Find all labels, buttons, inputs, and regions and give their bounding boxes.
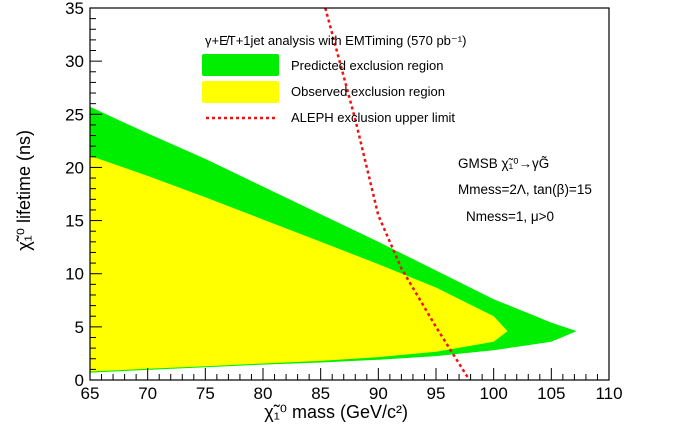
legend: γ+E̸T+1jet analysis with EMTiming (570 p… bbox=[202, 33, 466, 125]
aleph-limit-line bbox=[324, 7, 471, 381]
legend-title: γ+E̸T+1jet analysis with EMTiming (570 p… bbox=[205, 33, 466, 48]
x-tick-label: 85 bbox=[311, 384, 330, 403]
legend-swatch-predicted bbox=[202, 54, 279, 76]
plot-frame bbox=[89, 7, 610, 381]
legend-label-aleph: ALEPH exclusion upper limit bbox=[291, 110, 455, 125]
limit-lines bbox=[324, 7, 471, 381]
x-axis-ticks: 65 70 75 80 85 90 95 100 105 110 bbox=[81, 368, 623, 403]
legend-label-observed: Observed exclusion region bbox=[291, 84, 445, 99]
y-tick-label: 15 bbox=[65, 212, 84, 231]
x-tick-label: 70 bbox=[138, 384, 157, 403]
y-axis-ticks: 0 5 10 15 20 25 30 35 bbox=[65, 0, 102, 390]
annotation-line-1: GMSB χ̃₁⁰→γG̃ bbox=[458, 156, 549, 171]
x-tick-label: 110 bbox=[595, 384, 622, 403]
area-observed bbox=[90, 155, 508, 372]
x-tick-label: 75 bbox=[196, 384, 215, 403]
x-tick-label: 105 bbox=[537, 384, 565, 403]
y-tick-label: 20 bbox=[65, 158, 84, 177]
x-axis-title: χ̃₁⁰ mass (GeV/c²) bbox=[264, 402, 408, 422]
y-axis-title: χ̃₁⁰ lifetime (ns) bbox=[14, 130, 34, 251]
model-annotation: GMSB χ̃₁⁰→γG̃ Mmess=2Λ, tan(β)=15 Nmess=… bbox=[458, 156, 592, 224]
y-tick-label: 0 bbox=[75, 371, 84, 390]
x-tick-label: 90 bbox=[369, 384, 388, 403]
x-tick-label: 95 bbox=[427, 384, 446, 403]
legend-swatch-observed bbox=[202, 81, 279, 103]
y-tick-label: 35 bbox=[65, 0, 84, 18]
y-tick-label: 10 bbox=[65, 265, 84, 284]
annotation-line-3: Nmess=1, μ>0 bbox=[466, 209, 554, 224]
annotation-line-2: Mmess=2Λ, tan(β)=15 bbox=[458, 182, 592, 197]
y-tick-label: 25 bbox=[65, 105, 84, 124]
exclusion-areas bbox=[90, 106, 577, 373]
x-tick-label: 65 bbox=[81, 384, 100, 403]
y-tick-label: 30 bbox=[65, 52, 84, 71]
legend-label-predicted: Predicted exclusion region bbox=[291, 58, 443, 73]
x-tick-label: 100 bbox=[479, 384, 507, 403]
x-tick-label: 80 bbox=[254, 384, 273, 403]
y-tick-label: 5 bbox=[75, 318, 84, 337]
